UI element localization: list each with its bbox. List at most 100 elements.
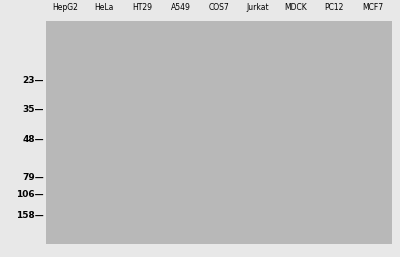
Point [309, 111, 316, 115]
Point [64, 160, 71, 164]
Point [178, 213, 184, 217]
Point [281, 67, 287, 71]
Point [89, 150, 95, 154]
Point [294, 176, 300, 180]
Point [122, 171, 129, 176]
Point [50, 234, 56, 238]
Point [146, 168, 152, 172]
Point [160, 63, 166, 67]
Point [183, 38, 190, 42]
Point [336, 115, 342, 119]
Point [368, 209, 374, 213]
Point [302, 180, 308, 185]
Point [175, 218, 181, 223]
Point [292, 152, 298, 156]
Point [144, 201, 150, 205]
Point [222, 125, 229, 129]
Point [349, 152, 356, 157]
Point [324, 56, 330, 60]
Point [134, 83, 140, 87]
Point [266, 182, 273, 187]
Point [385, 121, 391, 125]
Point [276, 190, 282, 194]
Point [384, 194, 391, 198]
Point [292, 153, 299, 157]
Point [178, 111, 184, 115]
Point [295, 36, 302, 40]
Point [142, 66, 148, 70]
Point [74, 141, 80, 145]
Point [256, 58, 262, 62]
Point [317, 69, 324, 74]
Point [327, 174, 333, 178]
Point [82, 134, 88, 138]
Point [240, 77, 247, 81]
Point [222, 25, 228, 29]
Point [62, 109, 68, 113]
Point [208, 110, 215, 114]
Point [54, 110, 60, 114]
Point [194, 115, 200, 119]
Point [65, 95, 71, 99]
Point [135, 26, 142, 30]
Point [198, 100, 204, 104]
Point [243, 106, 250, 111]
Point [294, 90, 300, 94]
Point [275, 170, 281, 175]
Point [342, 105, 349, 109]
Point [50, 176, 56, 180]
Point [258, 237, 265, 242]
Point [377, 130, 383, 134]
Point [151, 80, 157, 85]
Point [364, 67, 371, 71]
Point [263, 173, 269, 177]
Point [138, 102, 145, 106]
Point [169, 197, 176, 201]
Point [256, 93, 262, 97]
Point [264, 205, 270, 209]
Point [57, 163, 63, 167]
Point [320, 234, 327, 238]
Point [134, 207, 140, 211]
Point [212, 178, 219, 182]
Point [377, 139, 384, 143]
Point [255, 138, 261, 142]
Point [180, 242, 186, 246]
Point [69, 96, 75, 100]
Point [249, 155, 256, 160]
Point [130, 188, 136, 192]
Point [158, 121, 164, 125]
Point [296, 110, 302, 114]
Point [309, 229, 316, 233]
Point [258, 115, 265, 120]
Point [186, 191, 192, 196]
Point [246, 210, 252, 215]
Point [231, 237, 238, 242]
Point [152, 43, 159, 47]
Point [70, 223, 76, 227]
Point [66, 106, 72, 111]
Point [108, 147, 114, 151]
Point [386, 36, 392, 41]
Point [120, 111, 126, 115]
Point [216, 102, 223, 106]
Point [236, 41, 243, 45]
Point [47, 235, 53, 239]
Point [53, 197, 60, 201]
Point [258, 119, 264, 123]
Point [216, 84, 222, 88]
Point [78, 127, 85, 131]
Point [378, 55, 384, 59]
Point [52, 95, 58, 99]
Point [250, 145, 257, 149]
Point [346, 27, 353, 32]
Point [108, 95, 115, 99]
Point [92, 163, 99, 168]
Point [266, 233, 272, 237]
Point [227, 80, 233, 84]
Point [313, 219, 320, 224]
Text: MDCK: MDCK [284, 3, 307, 12]
Point [379, 103, 386, 107]
Point [385, 182, 391, 186]
Point [86, 24, 92, 29]
